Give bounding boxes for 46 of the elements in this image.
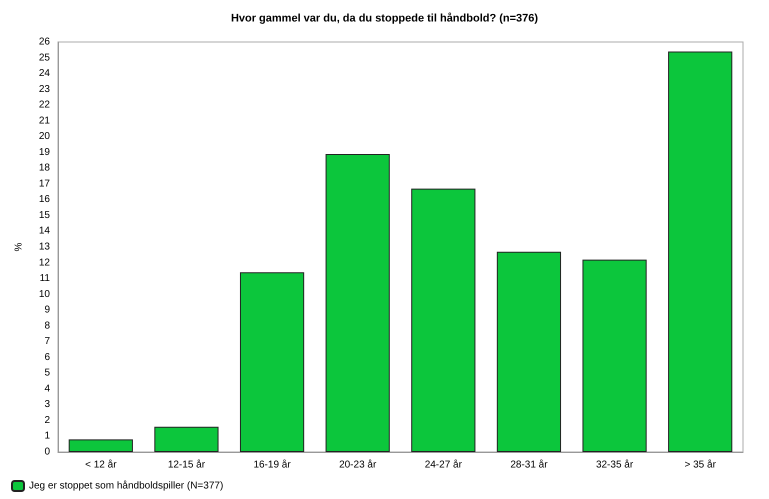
y-tick-label: 13 — [38, 242, 50, 252]
x-tick-label: 20-23 år — [339, 458, 377, 470]
y-tick-label: 24 — [38, 68, 50, 80]
bar — [154, 426, 219, 452]
y-tick-label: 11 — [40, 273, 50, 284]
y-tick-label: 10 — [38, 288, 50, 300]
y-axis-title: % — [14, 242, 24, 252]
y-tick-label: 20 — [38, 131, 50, 142]
x-tick-label: 28-31 år — [510, 458, 548, 470]
y-tick-label: 16 — [38, 194, 50, 206]
y-tick-label: 12 — [38, 257, 50, 268]
bar — [668, 51, 732, 452]
chart-title: Hvor gammel var du, da du stoppede til håndbold? (n=376) — [230, 12, 538, 24]
y-tick-label: 2 — [44, 414, 50, 426]
y-tick-label: 22 — [38, 100, 50, 111]
y-tick-label: 8 — [44, 320, 50, 332]
y-tick-label: 18 — [38, 162, 50, 174]
y-tick-label: 15 — [38, 210, 50, 221]
x-tick-label: 16-19 år — [253, 458, 292, 470]
x-tick-label: 24-27 år — [424, 458, 463, 470]
y-tick-label: 9 — [44, 304, 50, 316]
y-tick-label: 3 — [44, 399, 50, 410]
bar — [240, 272, 304, 452]
bar — [496, 252, 562, 452]
y-tick-label: 17 — [38, 178, 50, 190]
bar — [411, 188, 476, 452]
y-tick-label: 25 — [38, 52, 50, 64]
bar — [68, 439, 133, 452]
y-tick-label: 26 — [38, 36, 50, 48]
y-tick-label: 7 — [44, 336, 50, 348]
x-tick-label: 32-35 år — [596, 458, 634, 470]
y-tick-label: 1 — [44, 430, 50, 442]
x-tick-label: < 12 år — [85, 458, 118, 470]
y-tick-label: 6 — [44, 352, 50, 363]
y-tick-label: 14 — [38, 226, 50, 237]
y-tick-label: 23 — [38, 84, 50, 95]
bar — [326, 154, 390, 452]
bar — [582, 260, 647, 452]
x-tick-label: 12-15 år — [168, 458, 206, 470]
y-tick-label: 0 — [44, 446, 50, 458]
y-tick-label: 5 — [44, 368, 50, 379]
y-tick-label: 19 — [38, 146, 50, 158]
y-tick-label: 4 — [44, 383, 50, 394]
x-tick-label: > 35 år — [684, 458, 717, 470]
y-tick-label: 21 — [38, 115, 50, 126]
legend-label: Jeg er stoppet som håndboldspiller (N=377) — [29, 480, 224, 492]
